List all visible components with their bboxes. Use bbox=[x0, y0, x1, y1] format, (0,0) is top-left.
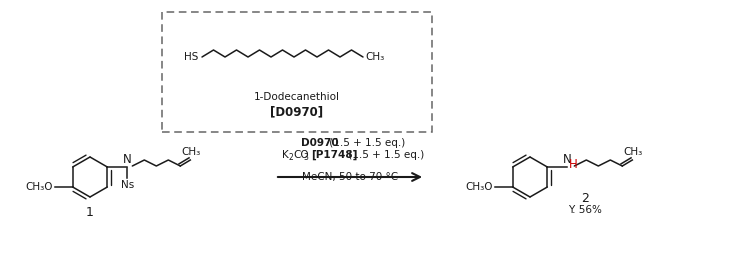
Text: (1.5 + 1.5 eq.): (1.5 + 1.5 eq.) bbox=[346, 150, 425, 160]
Text: 1: 1 bbox=[86, 206, 94, 218]
Text: MeCN, 50 to 70 °C: MeCN, 50 to 70 °C bbox=[302, 172, 398, 182]
Text: CO: CO bbox=[294, 150, 309, 160]
Text: 3: 3 bbox=[303, 152, 309, 162]
Text: [D0970]: [D0970] bbox=[270, 105, 324, 119]
Text: H: H bbox=[569, 158, 578, 171]
Text: 2: 2 bbox=[288, 152, 293, 162]
Text: Y. 56%: Y. 56% bbox=[568, 205, 602, 215]
Text: (1.5 + 1.5 eq.): (1.5 + 1.5 eq.) bbox=[327, 138, 406, 148]
Text: D0970: D0970 bbox=[301, 138, 339, 148]
Text: 2: 2 bbox=[581, 193, 589, 206]
Text: HS: HS bbox=[184, 52, 198, 62]
Text: [P1748]: [P1748] bbox=[312, 150, 358, 160]
Text: N: N bbox=[123, 153, 132, 166]
Text: CH₃O: CH₃O bbox=[465, 182, 492, 192]
Text: 1-Dodecanethiol: 1-Dodecanethiol bbox=[254, 92, 340, 102]
Text: CH₃: CH₃ bbox=[365, 52, 384, 62]
Text: CH₃O: CH₃O bbox=[25, 182, 53, 192]
Text: CH₃: CH₃ bbox=[181, 147, 201, 157]
Text: CH₃: CH₃ bbox=[623, 147, 643, 157]
Text: K: K bbox=[282, 150, 289, 160]
Text: Ns: Ns bbox=[120, 180, 134, 190]
Text: N: N bbox=[563, 153, 572, 166]
